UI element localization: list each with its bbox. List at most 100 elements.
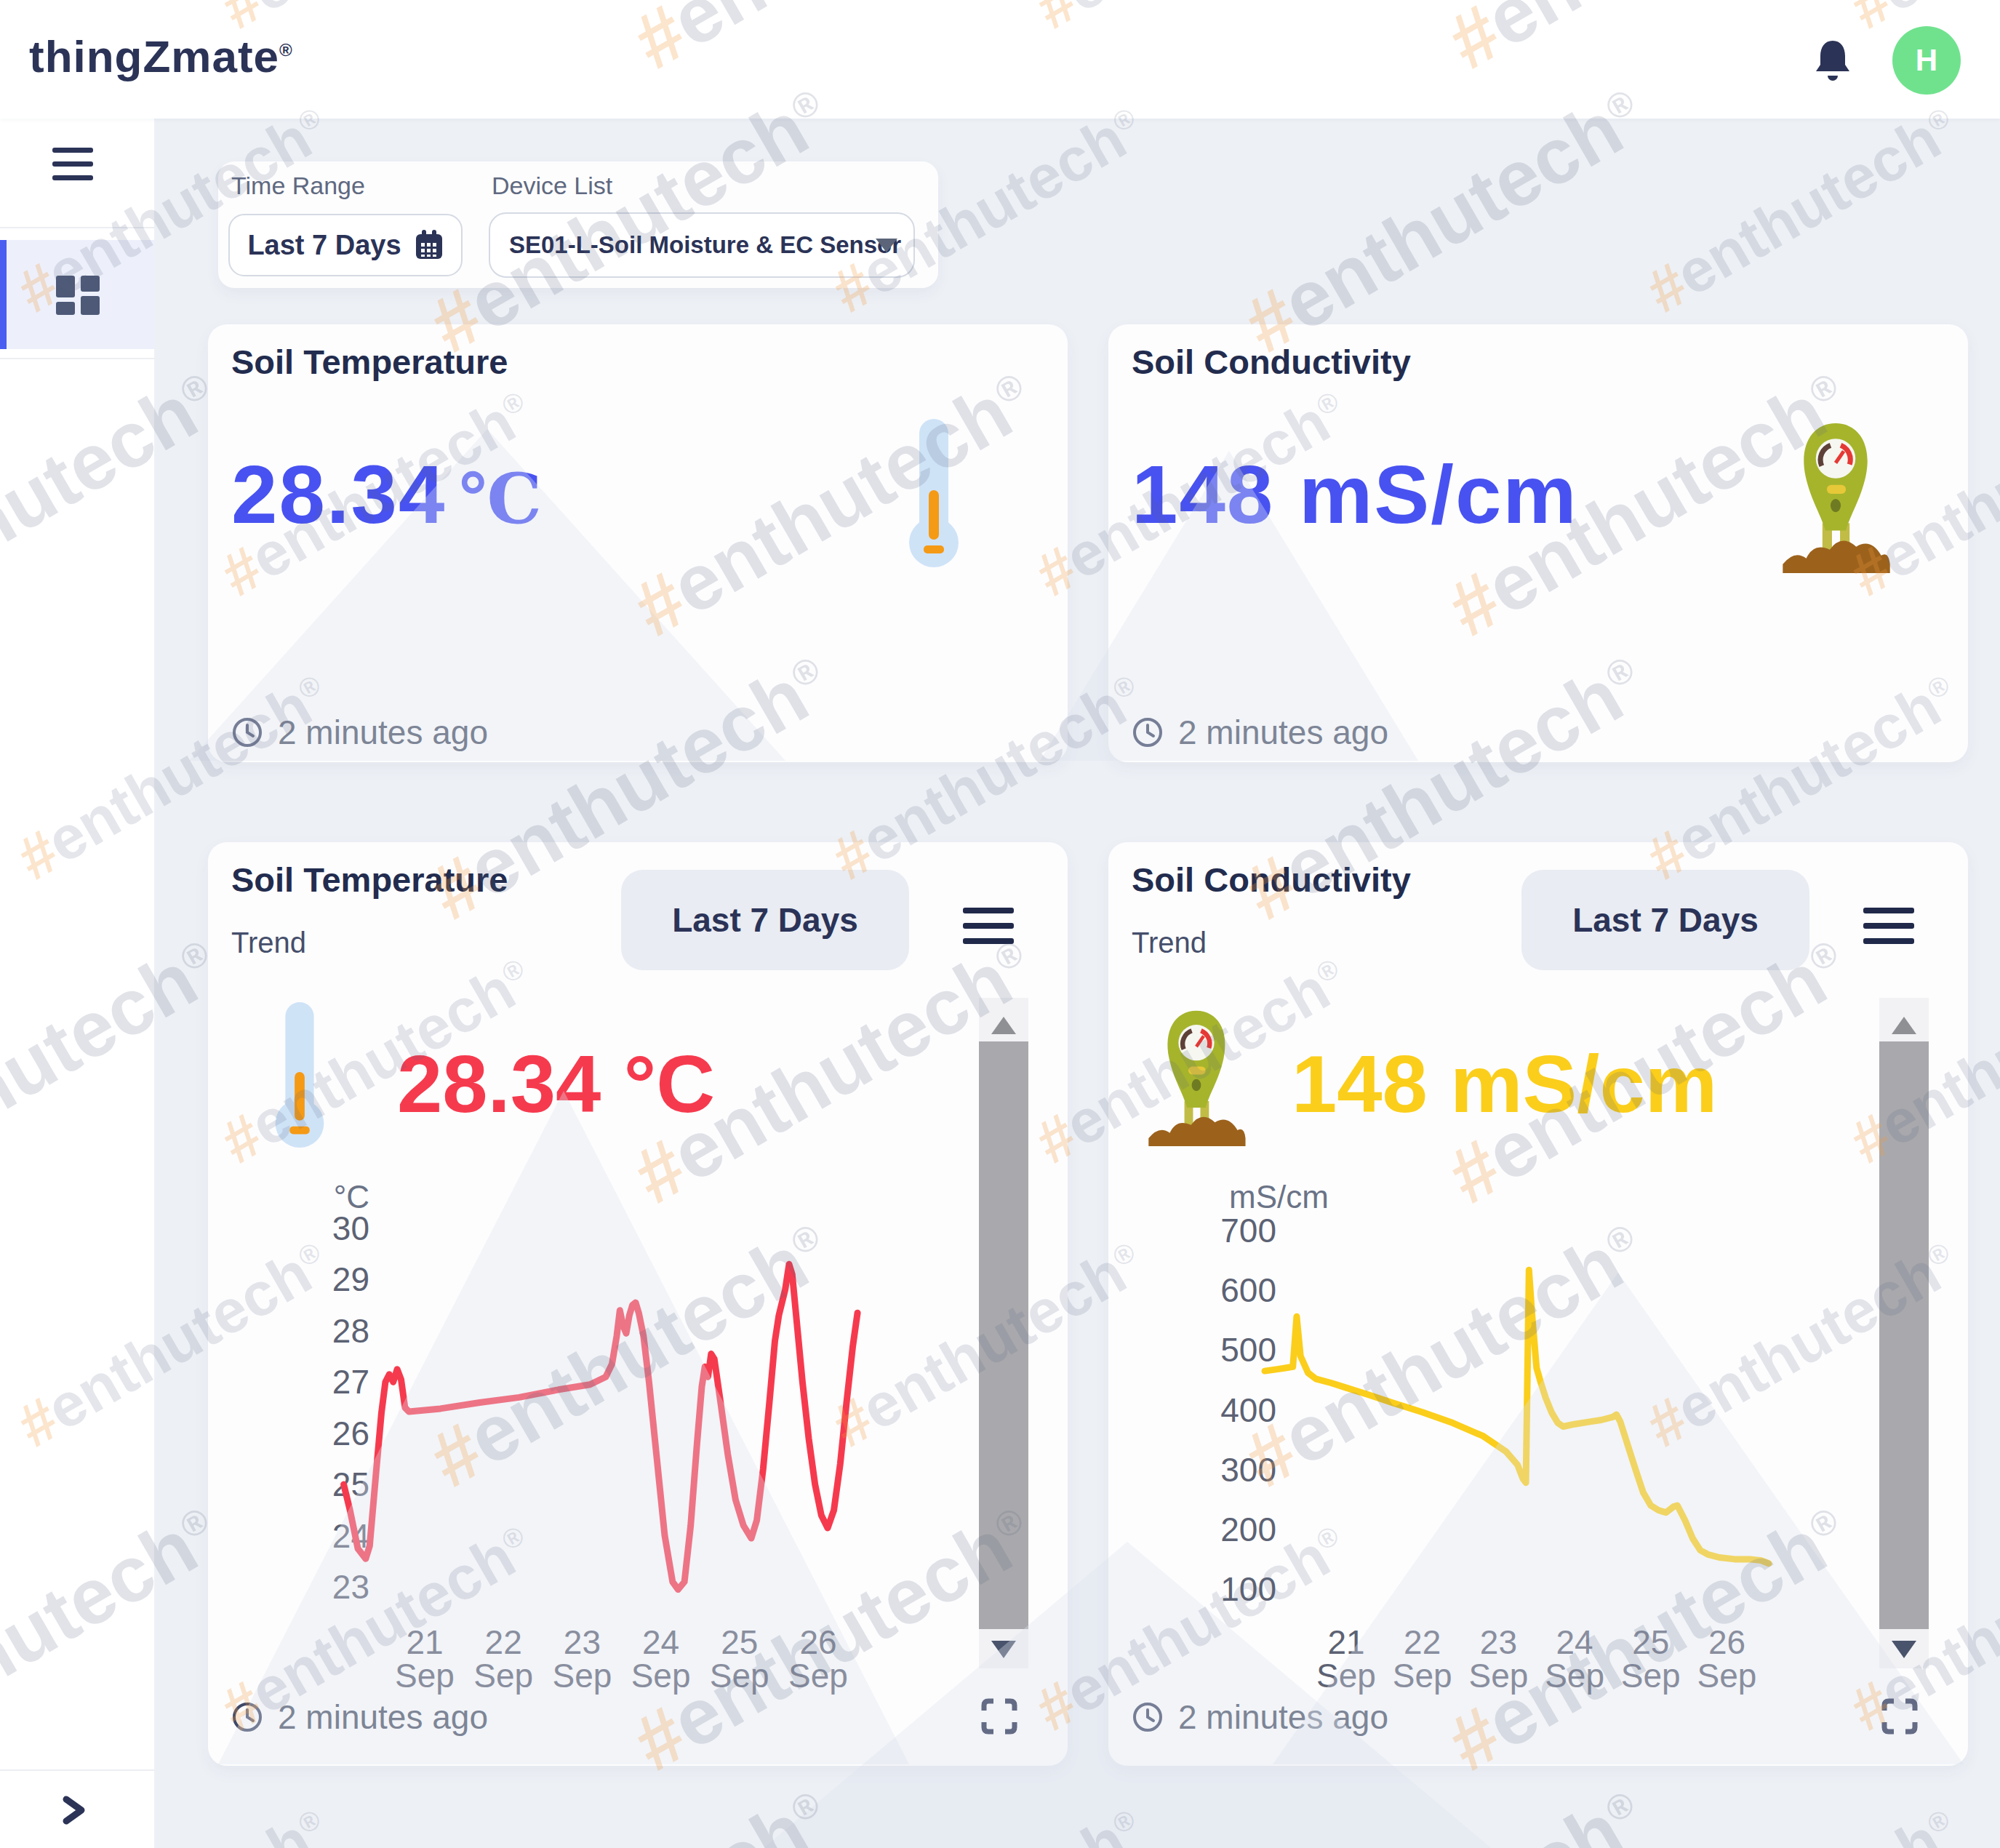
x-axis-tick: 26 (799, 1623, 836, 1661)
device-list-dropdown[interactable]: SE01-L-Soil Moisture & EC Sensor (489, 212, 915, 278)
x-axis-month: Sep (788, 1657, 848, 1695)
y-axis-tick: 24 (332, 1517, 369, 1555)
fullscreen-icon[interactable] (1881, 1697, 1919, 1735)
sidebar-expand-chevron-icon[interactable] (60, 1794, 89, 1826)
x-axis-tick: 24 (1556, 1623, 1593, 1661)
filter-panel: Time Range Device List Last 7 Days SE01-… (218, 161, 938, 288)
sidebar-divider (0, 1769, 154, 1771)
axis-unit-label: °C (334, 1179, 369, 1215)
sidebar-toggle-icon[interactable] (52, 148, 93, 189)
page: thingZmate® H Time Range Device List (0, 0, 2000, 1848)
x-axis-month: Sep (395, 1657, 455, 1695)
user-avatar[interactable]: H (1892, 26, 1961, 95)
x-axis-tick: 22 (1404, 1623, 1441, 1661)
x-axis-tick: 25 (1632, 1623, 1669, 1661)
soil-sensor-icon (1143, 1007, 1249, 1149)
scrollbar-thumb[interactable] (1879, 1041, 1929, 1629)
thermometer-icon (273, 1001, 326, 1151)
chart-menu-icon[interactable] (1863, 908, 1914, 953)
soil-temperature-trend-card: Soil Temperature Trend Last 7 Days 28.34… (208, 842, 1068, 1766)
chart-menu-icon[interactable] (963, 908, 1014, 953)
y-axis-tick: 25 (332, 1465, 369, 1503)
device-list-label: Device List (492, 172, 612, 200)
scroll-down-icon[interactable] (991, 1641, 1016, 1658)
last-updated: 2 minutes ago (1132, 713, 1388, 752)
last-updated-text: 2 minutes ago (1178, 1697, 1388, 1737)
x-axis-month: Sep (1316, 1657, 1376, 1695)
watermark-text: #enthutech® (1635, 1795, 1970, 1848)
y-axis-tick: 28 (332, 1312, 369, 1350)
time-range-label: Time Range (231, 172, 365, 200)
card-title: Soil Conductivity (1132, 342, 1411, 382)
x-axis-tick: 21 (1327, 1623, 1364, 1661)
clock-icon (1132, 716, 1164, 748)
scroll-up-icon[interactable] (991, 1017, 1016, 1034)
temperature-unit: ℃ (459, 458, 543, 539)
thermometer-icon (908, 417, 960, 570)
y-axis-tick: 29 (332, 1260, 369, 1298)
watermark-text: #enthutech® (820, 1795, 1156, 1848)
time-range-value: Last 7 Days (247, 230, 401, 261)
range-selector[interactable]: Last 7 Days (621, 870, 909, 970)
card-title: Soil Temperature (231, 342, 508, 382)
y-axis-tick: 400 (1220, 1391, 1276, 1429)
scroll-down-icon[interactable] (1892, 1641, 1916, 1658)
last-updated-text: 2 minutes ago (278, 1697, 488, 1737)
x-axis-month: Sep (1393, 1657, 1452, 1695)
x-axis-tick: 23 (1480, 1623, 1517, 1661)
y-axis-tick: 23 (332, 1568, 369, 1606)
y-axis-tick: 30 (332, 1209, 369, 1247)
conductivity-value: 148 mS/cm (1132, 447, 1578, 542)
trend-current-value: 28.34 °C (397, 1037, 715, 1131)
sidebar (0, 119, 154, 1848)
notifications-bell-icon[interactable] (1812, 38, 1853, 83)
soil-temperature-card: Soil Temperature 28.34℃ 2 minutes ago (208, 324, 1068, 762)
x-axis-tick: 23 (564, 1623, 601, 1661)
y-axis-tick: 27 (332, 1363, 369, 1401)
y-axis-tick: 26 (332, 1415, 369, 1452)
logo-text: thingZmate (29, 31, 279, 81)
x-axis-tick: 24 (642, 1623, 679, 1661)
logo-reg-mark: ® (279, 40, 293, 60)
y-axis-tick: 700 (1220, 1212, 1276, 1249)
app-logo: thingZmate® (29, 31, 293, 82)
scrollbar-thumb[interactable] (979, 1041, 1028, 1629)
chart-scrollbar[interactable] (1879, 998, 1929, 1668)
sidebar-item-dashboard[interactable] (0, 240, 154, 349)
soil-conductivity-trend-card: Soil Conductivity Trend Last 7 Days 148 … (1108, 842, 1968, 1766)
fullscreen-icon[interactable] (980, 1697, 1018, 1735)
device-list-value: SE01-L-Soil Moisture & EC Sensor (509, 231, 901, 259)
watermark-text: #enthutech® (415, 1771, 845, 1848)
avatar-initial: H (1916, 43, 1937, 78)
x-axis-month: Sep (473, 1657, 533, 1695)
trend-current-value: 148 mS/cm (1292, 1037, 1717, 1131)
x-axis-month: Sep (1697, 1657, 1757, 1695)
x-axis-tick: 21 (406, 1623, 443, 1661)
card-title: Soil Conductivity (1132, 860, 1411, 900)
watermark-text: #enthutech® (1229, 1771, 1660, 1848)
card-subtitle: Trend (231, 927, 306, 959)
soil-conductivity-card: Soil Conductivity 148 mS/cm 2 minutes ag… (1108, 324, 1968, 762)
last-updated: 2 minutes ago (1132, 1697, 1388, 1737)
axis-unit-label: mS/cm (1229, 1179, 1329, 1215)
trend-line (344, 1264, 858, 1589)
range-selector[interactable]: Last 7 Days (1521, 870, 1809, 970)
time-range-button[interactable]: Last 7 Days (228, 214, 463, 276)
x-axis-month: Sep (631, 1657, 691, 1695)
conductivity-trend-chart: mS/cm70060050040030020010021Sep22Sep23Se… (1108, 842, 1968, 1766)
last-updated-text: 2 minutes ago (278, 713, 488, 752)
x-axis-month: Sep (1545, 1657, 1604, 1695)
scroll-up-icon[interactable] (1892, 1017, 1916, 1034)
x-axis-tick: 22 (485, 1623, 522, 1661)
y-axis-tick: 600 (1220, 1271, 1276, 1309)
x-axis-tick: 26 (1708, 1623, 1745, 1661)
x-axis-tick: 25 (721, 1623, 758, 1661)
x-axis-month: Sep (1468, 1657, 1528, 1695)
chart-scrollbar[interactable] (979, 998, 1028, 1668)
y-axis-tick: 100 (1220, 1570, 1276, 1608)
x-axis-month: Sep (552, 1657, 612, 1695)
soil-sensor-icon (1776, 420, 1895, 575)
x-axis-month: Sep (710, 1657, 769, 1695)
trend-line (1265, 1270, 1769, 1564)
active-indicator (0, 240, 7, 349)
